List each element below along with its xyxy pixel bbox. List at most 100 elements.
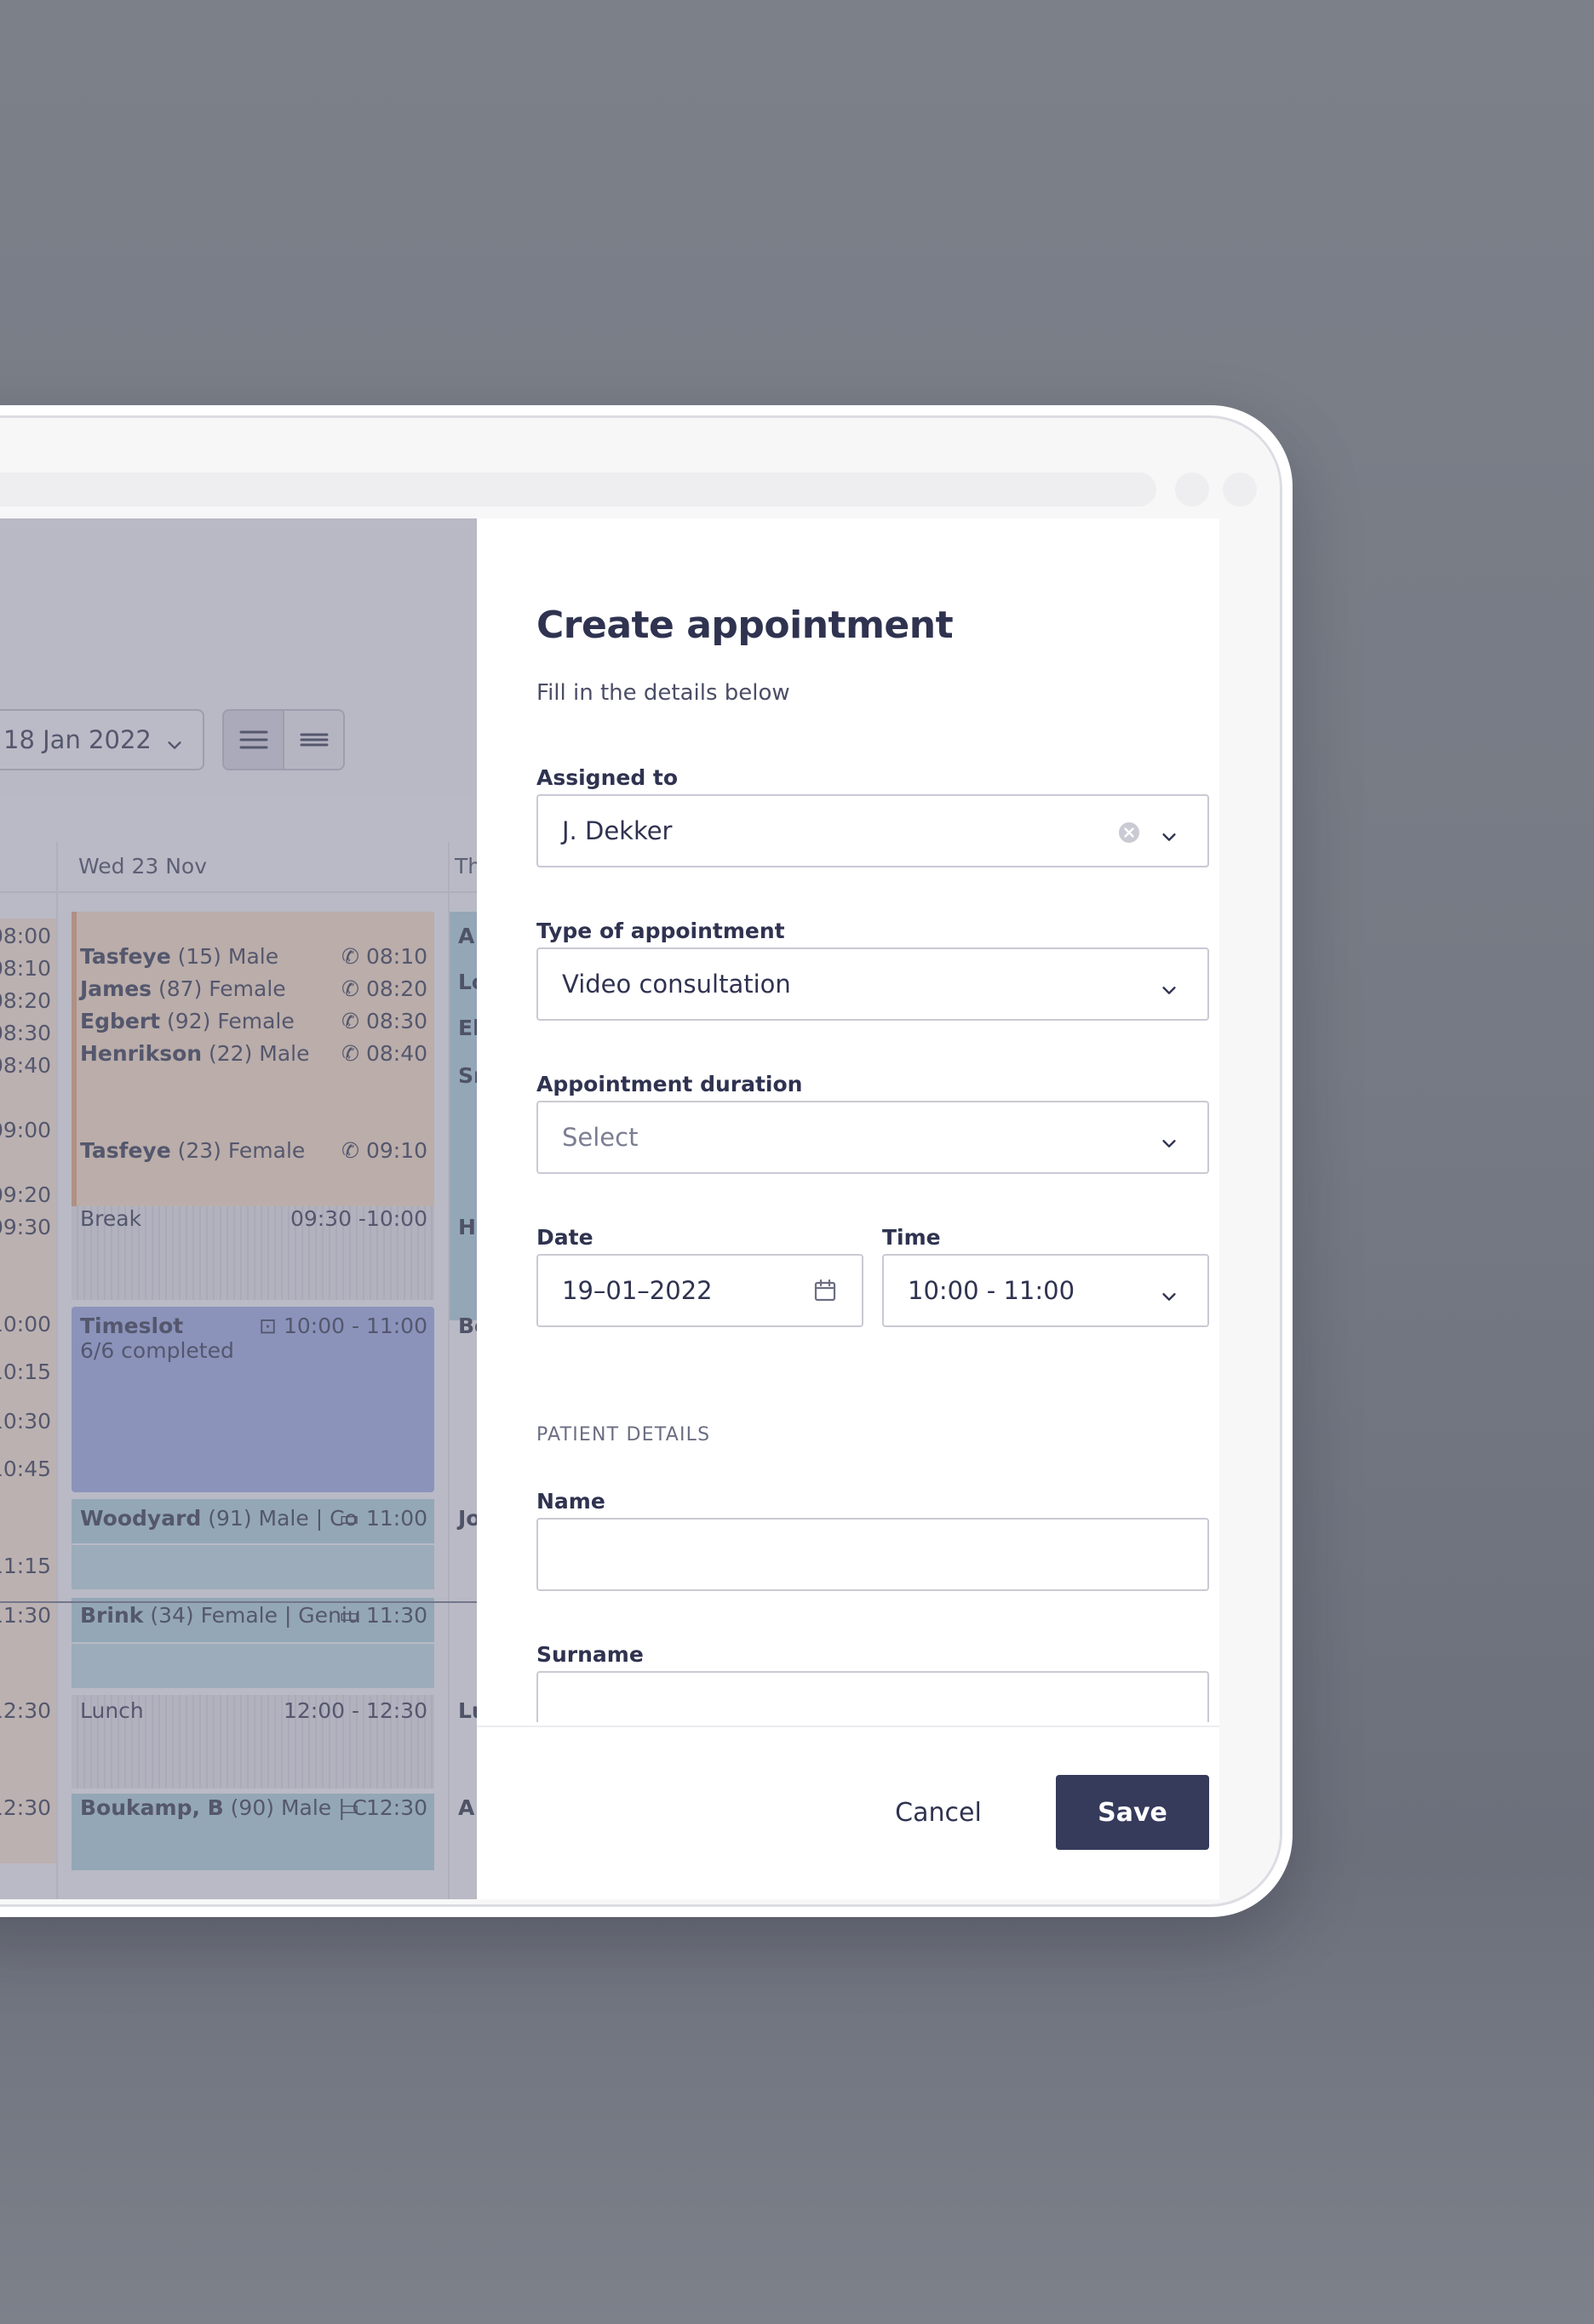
thu-slot[interactable]: Jo xyxy=(458,1506,477,1531)
column-divider xyxy=(448,842,450,1899)
date-value: 19–01–2022 xyxy=(562,1276,713,1305)
phone-block xyxy=(72,912,434,1244)
clear-icon[interactable] xyxy=(1117,821,1141,850)
duration-placeholder: Select xyxy=(562,1123,639,1152)
date-label: Date xyxy=(536,1225,593,1250)
calendar-toolbar: 18 Jan 2022 xyxy=(0,518,477,795)
time-label: 08:00 xyxy=(0,924,51,948)
address-bar[interactable] xyxy=(0,472,1156,507)
lunch-slot: Lunch 12:00 - 12:30 xyxy=(80,1698,427,1723)
phone-icon: ✆ xyxy=(341,1041,359,1066)
thu-slot[interactable]: Lu xyxy=(458,1698,477,1723)
time-label: 09:30 xyxy=(0,1215,51,1239)
block-accent xyxy=(72,912,77,1244)
chevron-down-icon xyxy=(1160,1130,1178,1159)
video-icon: ▭ xyxy=(339,1795,359,1820)
browser-button[interactable] xyxy=(1175,472,1209,507)
appointment-slot[interactable]: Brink (34) Female | Geniu ▭ 11:30 xyxy=(80,1603,427,1628)
list-view-icon[interactable] xyxy=(224,711,284,769)
phone-icon: ✆ xyxy=(341,1138,359,1163)
appointment-type-label: Type of appointment xyxy=(536,919,785,943)
thu-slot[interactable]: A xyxy=(458,924,475,948)
appointment-slot[interactable]: James (87) Female ✆ 08:20 xyxy=(80,976,427,1001)
time-label: 08:10 xyxy=(0,956,51,981)
time-label: 10:00 xyxy=(0,1312,51,1337)
time-label: 10:15 xyxy=(0,1359,51,1384)
calendar-icon[interactable] xyxy=(812,1278,838,1309)
video-icon: ▭ xyxy=(339,1603,359,1628)
chevron-down-icon xyxy=(1160,823,1178,852)
chevron-down-icon xyxy=(165,731,184,760)
video-icon: ▭ xyxy=(339,1506,359,1531)
break-block xyxy=(72,1206,434,1300)
column-divider xyxy=(56,842,58,1899)
browser-chrome xyxy=(0,418,1280,518)
time-label: 11:15 xyxy=(0,1554,51,1578)
thu-slot[interactable]: Lo xyxy=(458,970,477,994)
video-block xyxy=(72,1499,434,1543)
thu-slot[interactable]: H xyxy=(458,1215,476,1239)
time-label: 08:40 xyxy=(0,1053,51,1078)
browser-button[interactable] xyxy=(1223,472,1257,507)
assigned-to-select[interactable]: J. Dekker xyxy=(536,794,1209,867)
date-select[interactable]: 18 Jan 2022 xyxy=(0,709,204,770)
surname-input[interactable] xyxy=(536,1671,1209,1722)
appointment-slot[interactable]: Tasfeye (23) Female ✆ 09:10 xyxy=(80,1138,427,1163)
timeslot-slot[interactable]: Timeslot ⊡ 10:00 - 11:00 6/6 completed xyxy=(80,1314,427,1363)
assigned-to-label: Assigned to xyxy=(536,765,679,790)
day-header-thu: Th xyxy=(455,854,477,879)
thu-slot[interactable]: El xyxy=(458,1016,477,1040)
current-time-line xyxy=(0,1601,477,1603)
chevron-down-icon xyxy=(1160,976,1178,1005)
thu-slot[interactable]: Bo xyxy=(458,1314,477,1338)
compact-view-icon[interactable] xyxy=(284,711,343,769)
cancel-button[interactable]: Cancel xyxy=(870,1775,1006,1850)
time-select[interactable]: 10:00 - 11:00 xyxy=(882,1254,1209,1327)
surname-label: Surname xyxy=(536,1642,644,1667)
create-appointment-panel: Create appointment Fill in the details b… xyxy=(477,518,1219,1899)
app-viewport: 18 Jan 2022 Wed 23 Nov Th xyxy=(0,518,1219,1899)
video-block xyxy=(72,1644,434,1688)
duration-select[interactable]: Select xyxy=(536,1101,1209,1174)
appointment-slot[interactable]: Tasfeye (15) Male ✆ 08:10 xyxy=(80,944,427,969)
time-label: 12:30 xyxy=(0,1795,51,1820)
time-label: 08:30 xyxy=(0,1021,51,1045)
video-block xyxy=(72,1794,434,1870)
appointment-type-value: Video consultation xyxy=(562,970,791,999)
name-label: Name xyxy=(536,1489,605,1514)
date-input[interactable]: 19–01–2022 xyxy=(536,1254,863,1327)
thu-slot[interactable]: A xyxy=(458,1795,475,1820)
calendar-view: 18 Jan 2022 Wed 23 Nov Th xyxy=(0,518,477,1899)
day-header-wed: Wed 23 Nov xyxy=(78,854,208,879)
name-input[interactable] xyxy=(536,1518,1209,1591)
panel-title: Create appointment xyxy=(536,604,954,647)
save-button[interactable]: Save xyxy=(1056,1775,1209,1850)
appointment-slot[interactable]: Woodyard (91) Male | Co ▭ 11:00 xyxy=(80,1506,427,1531)
time-label: 08:20 xyxy=(0,988,51,1013)
phone-icon: ✆ xyxy=(341,944,359,969)
duration-label: Appointment duration xyxy=(536,1072,803,1096)
browser-window: 18 Jan 2022 Wed 23 Nov Th xyxy=(0,415,1282,1907)
lunch-block xyxy=(72,1695,434,1789)
appointment-slot[interactable]: Egbert (92) Female ✆ 08:30 xyxy=(80,1009,427,1033)
panel-footer: Cancel Save xyxy=(477,1726,1219,1899)
close-button[interactable] xyxy=(1216,551,1219,581)
timeslot-block[interactable] xyxy=(72,1307,434,1492)
date-select-value: 18 Jan 2022 xyxy=(3,725,152,754)
time-label: 09:00 xyxy=(0,1118,51,1142)
thu-block xyxy=(450,912,477,1320)
panel-subtitle: Fill in the details below xyxy=(536,680,790,706)
time-column xyxy=(0,919,56,1863)
assigned-to-value: J. Dekker xyxy=(562,816,673,845)
video-block xyxy=(72,1598,434,1642)
phone-icon: ✆ xyxy=(341,976,359,1001)
appointment-slot[interactable]: Henrikson (22) Male ✆ 08:40 xyxy=(80,1041,427,1066)
appointment-type-select[interactable]: Video consultation xyxy=(536,947,1209,1021)
patient-details-heading: PATIENT DETAILS xyxy=(536,1424,711,1445)
thu-slot[interactable]: Sr xyxy=(458,1063,477,1088)
phone-icon: ✆ xyxy=(341,1009,359,1033)
appointment-slot[interactable]: Boukamp, B (90) Male | C ▭ 12:30 xyxy=(80,1795,427,1820)
time-value: 10:00 - 11:00 xyxy=(908,1276,1075,1305)
view-toggle xyxy=(222,709,345,770)
break-slot: Break 09:30 -10:00 xyxy=(80,1206,427,1231)
